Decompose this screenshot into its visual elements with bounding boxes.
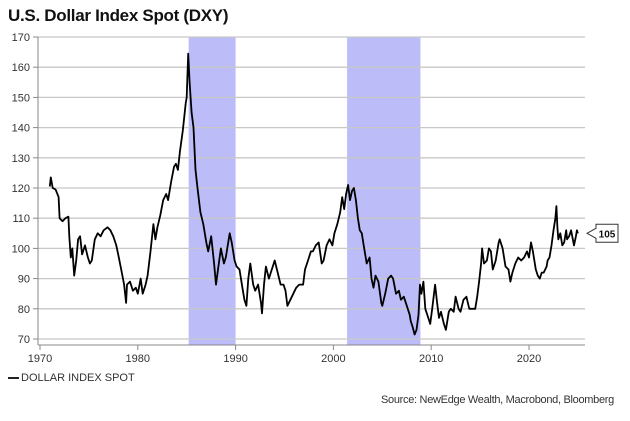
chart-title: U.S. Dollar Index Spot (DXY) [8,6,229,25]
last-value-callout [585,223,619,243]
legend: DOLLAR INDEX SPOT [8,372,135,384]
y-tick-label: 110 [12,213,30,225]
shaded-region [188,37,236,345]
series-line-dollar-index-spot [48,52,579,336]
y-tick-label: 120 [12,183,30,195]
x-tick-label: 2000 [321,353,345,365]
y-tick-label: 170 [12,32,30,44]
shaded-region [347,37,421,345]
y-tick-label: 100 [12,243,30,255]
y-tick-label: 70 [18,334,30,346]
x-tick-label: 1980 [126,353,150,365]
y-tick-label: 90 [18,274,30,286]
y-tick-label: 80 [18,304,30,316]
y-tick-label: 130 [12,153,30,165]
x-tick-label: 1990 [223,353,247,365]
last-value-label: 105 [599,229,616,240]
legend-label: DOLLAR INDEX SPOT [21,372,135,384]
source-note: Source: NewEdge Wealth, Macrobond, Bloom… [380,394,614,406]
y-tick-label: 160 [12,62,30,74]
x-tick-label: 2020 [517,353,541,365]
x-tick-label: 1970 [28,353,52,365]
x-tick-label: 2010 [419,353,443,365]
y-tick-label: 150 [12,92,30,104]
y-tick-label: 140 [12,123,30,135]
legend-swatch [8,377,19,379]
